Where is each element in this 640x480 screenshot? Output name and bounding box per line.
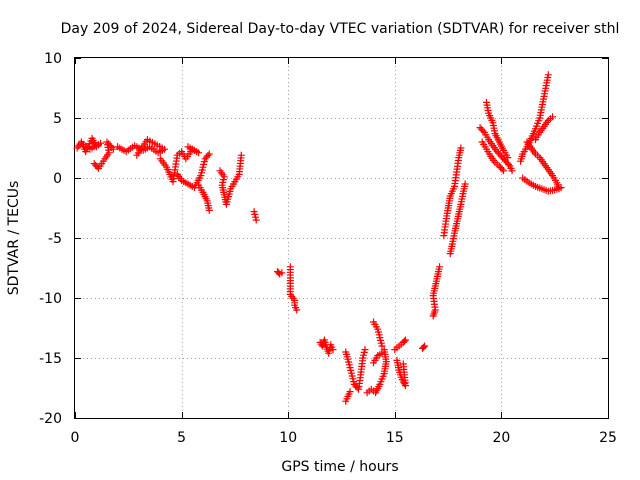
data-point [421, 342, 429, 350]
x-tick-label: 20 [492, 430, 510, 446]
x-tick-label: 15 [386, 430, 404, 446]
data-point [93, 163, 101, 171]
y-tick-label: -15 [39, 351, 62, 367]
axis-ticks: 0 5 10 15 20 25 -20 -15 -10 -5 0 5 10 [39, 51, 617, 446]
data-point [237, 151, 245, 159]
data-point [133, 151, 141, 159]
data-point [252, 216, 260, 224]
data-point [205, 206, 213, 214]
data-point [109, 145, 117, 153]
x-tick-label: 10 [279, 430, 297, 446]
data-point [184, 143, 192, 151]
data-point [498, 165, 506, 173]
y-tick-label: -10 [39, 291, 62, 307]
data-point [293, 306, 301, 314]
data-point [399, 360, 407, 368]
data-point [544, 71, 552, 79]
data-point [329, 346, 337, 354]
data-point [380, 346, 388, 354]
data-point [461, 180, 469, 188]
data-point [420, 343, 428, 351]
data-point [346, 388, 354, 396]
data-point [549, 113, 557, 121]
y-tick-label: -5 [48, 231, 62, 247]
data-point [378, 342, 386, 350]
data-point [557, 184, 565, 192]
data-point [504, 154, 512, 162]
x-tick-label: 25 [599, 430, 617, 446]
data-point [204, 152, 212, 160]
y-tick-label: 5 [53, 111, 62, 127]
data-point [479, 127, 487, 135]
plot-frame [74, 57, 609, 419]
data-point [378, 349, 386, 357]
data-point [436, 263, 444, 271]
y-axis-label: SDTVAR / TECUs [6, 181, 22, 296]
x-tick-label: 0 [71, 430, 80, 446]
data-point [505, 160, 513, 168]
data-point [205, 150, 213, 158]
data-point [401, 336, 409, 344]
data-point [457, 144, 465, 152]
y-tick-label: 10 [44, 51, 62, 67]
grid-lines [75, 58, 608, 418]
data-point [361, 346, 369, 354]
data-point [508, 167, 516, 175]
y-tick-label: -20 [39, 411, 62, 427]
chart-title: Day 209 of 2024, Sidereal Day-to-day VTE… [61, 21, 620, 37]
x-tick-label: 5 [177, 430, 186, 446]
data-point [105, 140, 113, 148]
data-point [400, 337, 408, 345]
data-point [500, 167, 508, 175]
data-points [73, 71, 565, 405]
y-tick-label: 0 [53, 171, 62, 187]
data-point [278, 269, 286, 277]
data-point [80, 140, 88, 148]
x-axis-label: GPS time / hours [281, 459, 398, 475]
